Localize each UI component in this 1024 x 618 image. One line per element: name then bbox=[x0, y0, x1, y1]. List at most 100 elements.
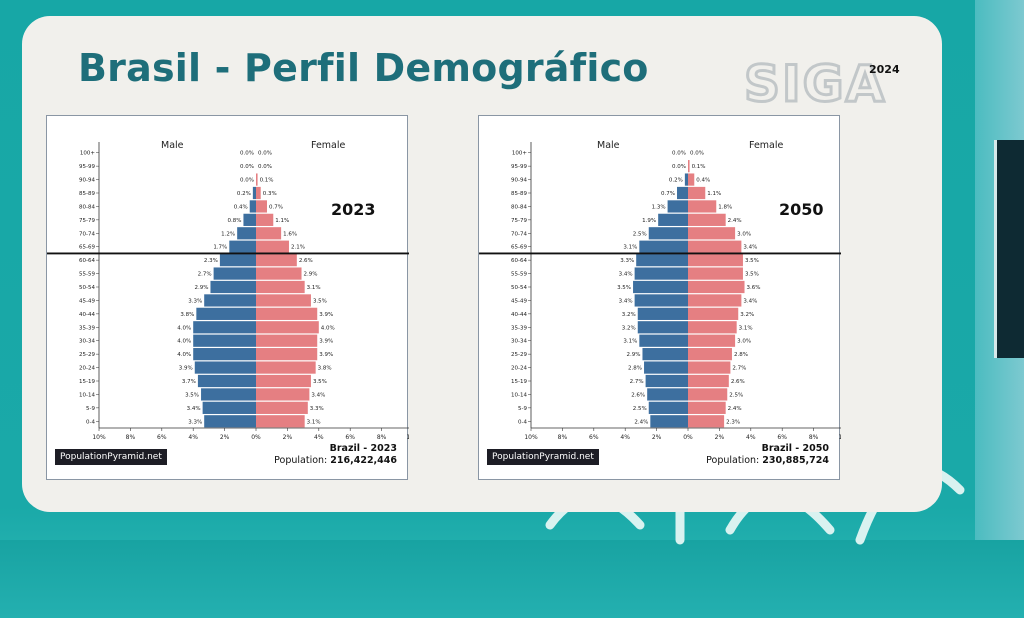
x-tick-label: 6% bbox=[345, 434, 355, 441]
x-tick-label: 2% bbox=[652, 434, 662, 441]
x-tick-label: 8% bbox=[558, 434, 568, 441]
side-device bbox=[994, 140, 1024, 358]
male-bar bbox=[193, 321, 256, 334]
female-bar bbox=[688, 254, 743, 267]
year-label: 2023 bbox=[331, 200, 376, 219]
male-value-label: 0.0% bbox=[672, 164, 686, 170]
female-value-label: 2.4% bbox=[728, 218, 742, 224]
male-value-label: 1.3% bbox=[652, 204, 666, 210]
female-bar bbox=[688, 213, 726, 226]
age-group-label: 10-14 bbox=[79, 392, 95, 398]
pyramid-chart-2023: 10% 8% 6% 4% 2% 0% 2% 4% 6% 8% 10% 0-4 3.3% 3.1% 5-9 3.… bbox=[46, 115, 409, 480]
male-value-label: 3.3% bbox=[188, 419, 202, 425]
female-bar bbox=[688, 173, 695, 186]
male-bar bbox=[243, 213, 256, 226]
female-bar bbox=[256, 307, 318, 320]
female-value-label: 3.5% bbox=[313, 379, 327, 385]
age-group-label: 10-14 bbox=[511, 392, 527, 398]
male-value-label: 0.0% bbox=[672, 151, 686, 157]
male-value-label: 3.9% bbox=[179, 366, 193, 372]
female-bar bbox=[688, 415, 725, 428]
age-group-label: 60-64 bbox=[79, 258, 95, 264]
female-value-label: 0.0% bbox=[258, 164, 272, 170]
female-value-label: 0.7% bbox=[269, 204, 283, 210]
age-group-label: 50-54 bbox=[511, 285, 527, 291]
male-bar bbox=[650, 415, 688, 428]
x-tick-label: 6% bbox=[777, 434, 787, 441]
male-bar bbox=[645, 374, 688, 388]
female-value-label: 4.0% bbox=[321, 325, 335, 331]
male-label: Male bbox=[597, 140, 620, 151]
male-label: Male bbox=[161, 140, 184, 151]
male-value-label: 1.2% bbox=[221, 231, 235, 237]
male-bar bbox=[637, 321, 688, 334]
female-bar bbox=[688, 307, 739, 320]
male-value-label: 3.2% bbox=[622, 312, 636, 318]
age-group-label: 0-4 bbox=[86, 419, 95, 425]
slide-bottom-band bbox=[0, 540, 1024, 618]
female-value-label: 2.7% bbox=[732, 366, 746, 372]
male-bar bbox=[648, 227, 688, 240]
population-value: 216,422,446 bbox=[330, 455, 397, 466]
male-bar bbox=[667, 200, 688, 213]
female-value-label: 0.0% bbox=[690, 151, 704, 157]
male-value-label: 4.0% bbox=[177, 339, 191, 345]
female-value-label: 2.9% bbox=[304, 272, 318, 278]
x-tick-label: 4% bbox=[620, 434, 630, 441]
female-bar bbox=[688, 200, 717, 213]
male-bar bbox=[677, 186, 688, 200]
male-value-label: 3.4% bbox=[619, 298, 633, 304]
female-value-label: 3.1% bbox=[307, 285, 321, 291]
age-group-label: 45-49 bbox=[79, 298, 95, 304]
age-group-label: 40-44 bbox=[79, 312, 95, 318]
female-bar bbox=[688, 160, 690, 173]
age-group-label: 25-29 bbox=[79, 352, 95, 358]
male-value-label: 2.9% bbox=[194, 285, 208, 291]
pyramid-svg-2050: 10% 8% 6% 4% 2% 0% 2% 4% 6% 8% 10% 0-4 2.4% 2.3% 5-9 2.… bbox=[479, 142, 841, 441]
male-value-label: 2.3% bbox=[204, 258, 218, 264]
male-bar bbox=[204, 415, 256, 428]
male-value-label: 3.3% bbox=[620, 258, 634, 264]
age-group-label: 45-49 bbox=[511, 298, 527, 304]
male-bar bbox=[197, 374, 256, 388]
male-value-label: 3.3% bbox=[188, 298, 202, 304]
age-group-label: 75-79 bbox=[511, 218, 527, 224]
country-year: Brazil - 2023 bbox=[329, 443, 397, 454]
age-group-label: 95-99 bbox=[511, 164, 527, 170]
male-value-label: 1.7% bbox=[213, 245, 227, 251]
male-value-label: 3.4% bbox=[187, 406, 201, 412]
male-bar bbox=[252, 186, 256, 200]
age-group-label: 60-64 bbox=[511, 258, 527, 264]
male-value-label: 2.4% bbox=[634, 419, 648, 425]
age-group-label: 35-39 bbox=[79, 325, 95, 331]
female-bar bbox=[256, 186, 261, 200]
male-bar bbox=[634, 267, 688, 280]
female-value-label: 2.4% bbox=[728, 406, 742, 412]
female-value-label: 1.8% bbox=[718, 204, 732, 210]
age-group-label: 15-19 bbox=[511, 379, 527, 385]
male-bar bbox=[201, 388, 256, 401]
x-tick-label: 0% bbox=[251, 434, 261, 441]
male-bar bbox=[193, 348, 256, 361]
female-value-label: 3.4% bbox=[743, 245, 757, 251]
age-group-label: 55-59 bbox=[79, 272, 95, 278]
male-value-label: 4.0% bbox=[177, 352, 191, 358]
age-group-label: 70-74 bbox=[79, 231, 95, 237]
female-value-label: 0.4% bbox=[696, 178, 710, 184]
male-bar bbox=[193, 334, 256, 347]
country-year: Brazil - 2050 bbox=[761, 443, 829, 454]
male-value-label: 0.4% bbox=[234, 204, 248, 210]
age-group-label: 15-19 bbox=[79, 379, 95, 385]
female-value-label: 2.3% bbox=[726, 419, 740, 425]
female-value-label: 2.5% bbox=[729, 392, 743, 398]
female-value-label: 0.3% bbox=[263, 191, 277, 197]
x-tick-label: 10% bbox=[406, 434, 409, 441]
male-value-label: 3.2% bbox=[622, 325, 636, 331]
female-bar bbox=[688, 280, 745, 294]
female-bar bbox=[256, 200, 267, 213]
male-value-label: 1.9% bbox=[642, 218, 656, 224]
male-value-label: 0.2% bbox=[669, 178, 683, 184]
female-value-label: 3.9% bbox=[319, 339, 333, 345]
male-bar bbox=[642, 348, 688, 361]
x-tick-label: 10% bbox=[524, 434, 538, 441]
